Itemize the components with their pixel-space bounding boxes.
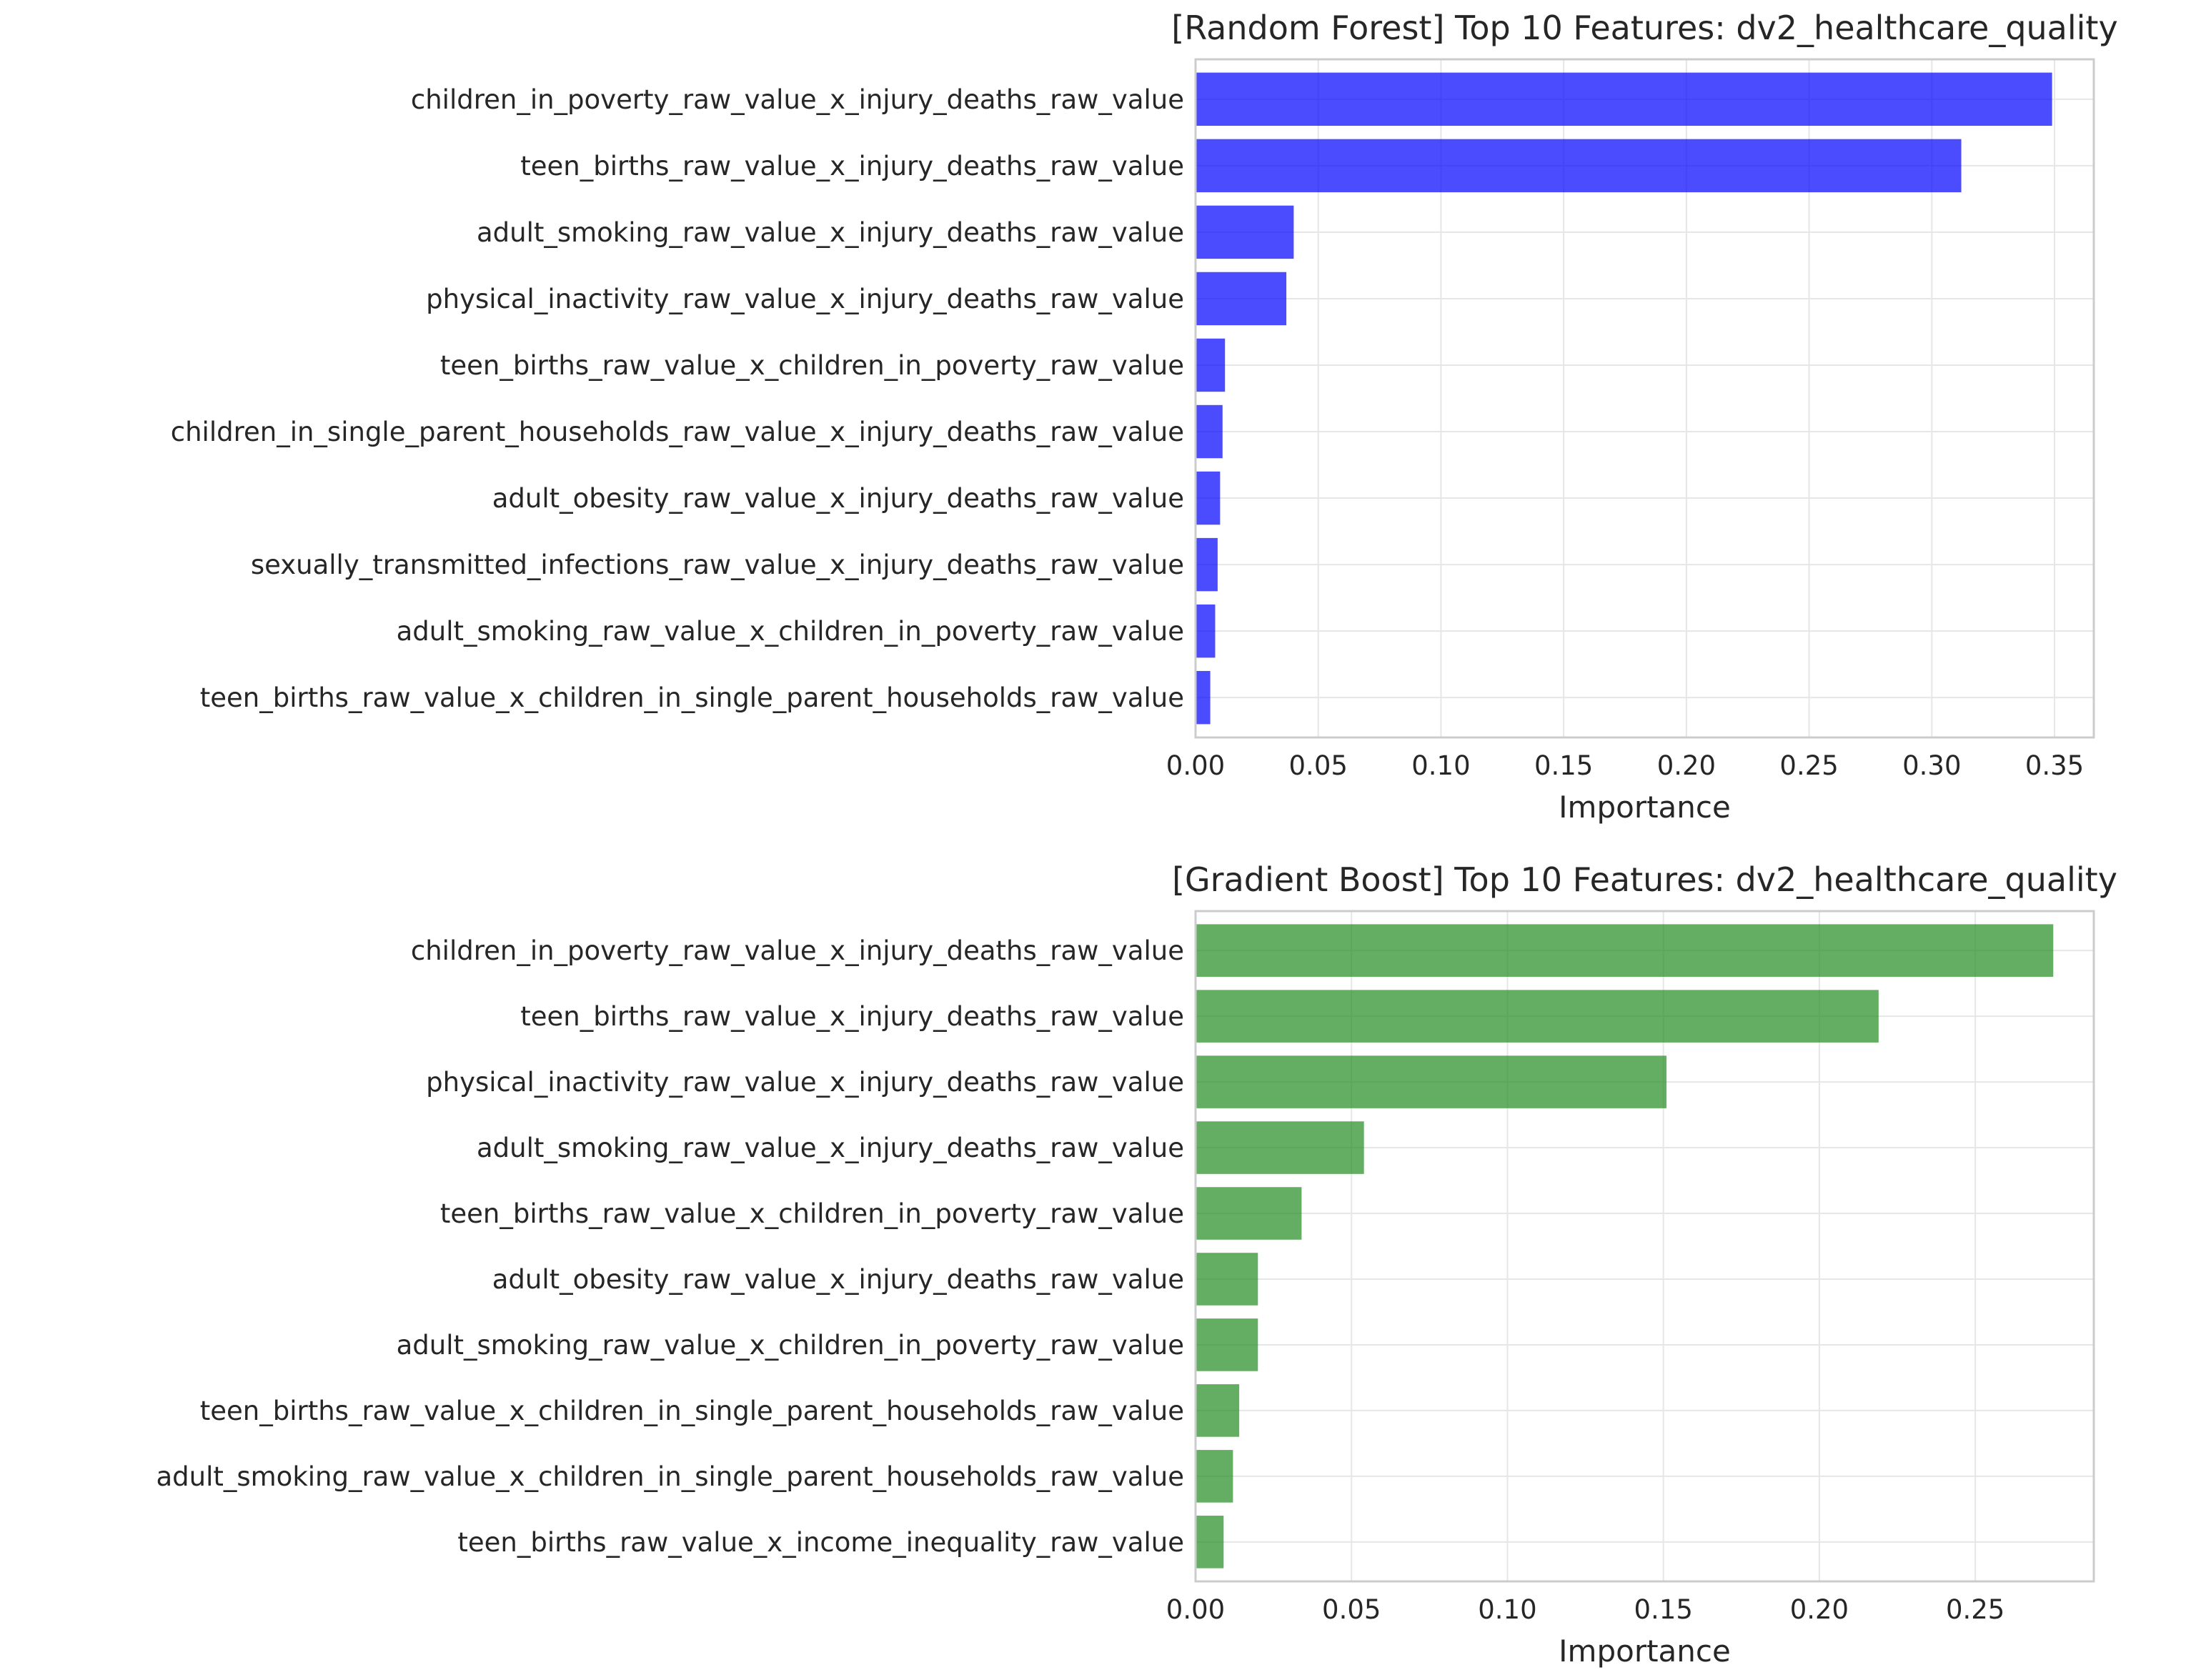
bar <box>1196 404 1223 459</box>
x-tick-label: 0.35 <box>2025 750 2084 781</box>
bar <box>1196 924 2054 977</box>
y-tick-label: teen_births_raw_value_x_children_in_sing… <box>200 682 1184 713</box>
y-tick-label: adult_smoking_raw_value_x_children_in_po… <box>397 616 1184 647</box>
y-tick-label: children_in_poverty_raw_value_x_injury_d… <box>411 935 1184 966</box>
bar <box>1196 1055 1667 1108</box>
bar <box>1196 604 1216 658</box>
x-tick-label: 0.15 <box>1634 1594 1692 1625</box>
x-axis-label: Importance <box>1559 790 1731 825</box>
bar <box>1196 1384 1240 1437</box>
bar <box>1196 990 1879 1043</box>
x-tick-label: 0.05 <box>1289 750 1348 781</box>
random-forest-panel: 0.00 0.05 0.10 0.15 0.20 0.25 0.30 0.35 children… <box>171 9 2118 825</box>
y-tick-label: sexually_transmitted_infections_raw_valu… <box>251 550 1184 580</box>
y-tick-label: physical_inactivity_raw_value_x_injury_d… <box>426 1067 1184 1098</box>
x-tick-label: 0.10 <box>1411 750 1470 781</box>
bar <box>1196 272 1287 326</box>
bar <box>1196 1253 1258 1306</box>
y-tick-label: children_in_poverty_raw_value_x_injury_d… <box>411 84 1184 115</box>
bar <box>1196 1450 1233 1503</box>
chart-title: [Gradient Boost] Top 10 Features: dv2_he… <box>1172 860 2117 899</box>
bar <box>1196 139 1962 193</box>
y-tick-label: children_in_single_parent_households_raw… <box>171 417 1184 447</box>
y-tick-label: adult_obesity_raw_value_x_injury_deaths_… <box>492 483 1184 514</box>
x-tick-label: 0.20 <box>1657 750 1716 781</box>
gradient-boost-panel: 0.00 0.05 0.10 0.15 0.20 0.25 children_in_pove… <box>156 860 2117 1669</box>
y-tick-label: physical_inactivity_raw_value_x_injury_d… <box>426 284 1184 314</box>
bar <box>1196 338 1226 392</box>
y-tick-label: adult_obesity_raw_value_x_injury_deaths_… <box>492 1264 1184 1295</box>
y-tick-label: teen_births_raw_value_x_injury_deaths_ra… <box>520 151 1184 182</box>
x-tick-label: 0.05 <box>1322 1594 1381 1625</box>
bar <box>1196 205 1294 259</box>
x-axis-label: Importance <box>1559 1634 1731 1669</box>
plot-frame <box>1194 58 2095 739</box>
x-tick-label: 0.30 <box>1902 750 1961 781</box>
x-tick-label: 0.10 <box>1478 1594 1536 1625</box>
bar <box>1196 72 2052 126</box>
bar <box>1196 471 1221 525</box>
x-tick-label: 0.25 <box>1779 750 1838 781</box>
bar <box>1196 1516 1224 1569</box>
y-tick-label: adult_smoking_raw_value_x_children_in_po… <box>397 1330 1184 1361</box>
plot-frame <box>1194 910 2095 1583</box>
y-tick-label: teen_births_raw_value_x_children_in_pove… <box>440 1198 1184 1229</box>
bar <box>1196 670 1211 725</box>
bar <box>1196 1121 1364 1174</box>
chart-title: [Random Forest] Top 10 Features: dv2_hea… <box>1171 9 2117 47</box>
x-tick-label: 0.20 <box>1790 1594 1849 1625</box>
x-tick-label: 0.15 <box>1534 750 1593 781</box>
x-tick-label: 0.00 <box>1166 750 1225 781</box>
bar <box>1196 1318 1258 1371</box>
y-tick-label: teen_births_raw_value_x_children_in_sing… <box>200 1396 1184 1426</box>
y-tick-label: adult_smoking_raw_value_x_children_in_si… <box>156 1461 1184 1492</box>
bar <box>1196 537 1218 592</box>
y-tick-label: teen_births_raw_value_x_injury_deaths_ra… <box>520 1001 1184 1032</box>
x-tick-label: 0.00 <box>1166 1594 1225 1625</box>
y-tick-label: adult_smoking_raw_value_x_injury_deaths_… <box>477 1133 1184 1163</box>
y-tick-label: teen_births_raw_value_x_income_inequalit… <box>457 1527 1184 1558</box>
y-tick-label: adult_smoking_raw_value_x_injury_deaths_… <box>477 217 1184 248</box>
x-tick-label: 0.25 <box>1946 1594 2004 1625</box>
bar <box>1196 1187 1302 1240</box>
y-tick-label: teen_births_raw_value_x_children_in_pove… <box>440 350 1184 381</box>
